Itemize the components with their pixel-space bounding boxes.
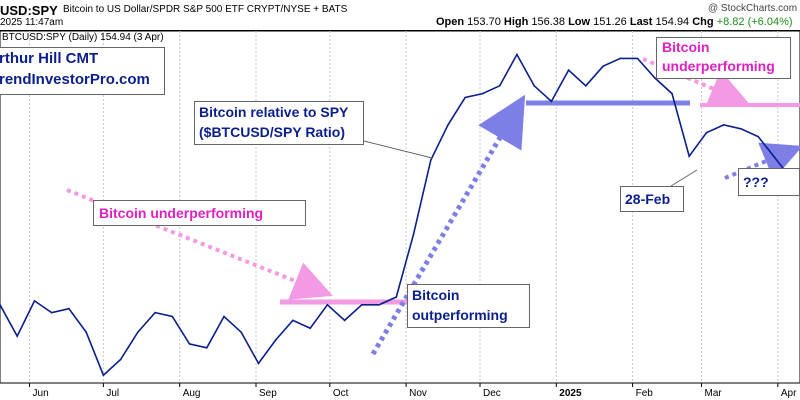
underperforming-left-label: Bitcoin underperforming [93, 200, 306, 226]
data-point [292, 319, 294, 322]
x-tick-label: Mar [705, 388, 723, 399]
data-point [102, 374, 105, 376]
ohlc-value: 151.26 [593, 16, 630, 28]
x-tick-label: Sep [259, 388, 277, 399]
question-callout: ??? [738, 168, 800, 196]
data-point [343, 319, 346, 322]
data-point [326, 303, 329, 306]
data-point [137, 331, 139, 333]
data-point [757, 135, 759, 138]
data-point [68, 307, 70, 310]
data-point [550, 100, 553, 103]
ohlc-value: +8.82 (+6.04%) [716, 16, 793, 28]
feb-callout-pointer [670, 169, 698, 187]
data-point [223, 315, 225, 318]
data-point [585, 84, 587, 87]
data-point [688, 155, 691, 157]
data-point [50, 311, 53, 314]
underperforming-right-label: Bitcoin underperforming [656, 37, 791, 79]
data-point [361, 303, 363, 306]
author-box: rthur Hill CMT rendInvestorPro.com [0, 47, 165, 95]
ratio-callout: Bitcoin relative to SPY ($BTCUSD/SPY Rat… [194, 101, 364, 145]
pink-arrow-left [66, 188, 333, 300]
ratio-callout-line2: ($BTCUSD/SPY Ratio) [199, 124, 345, 140]
ohlc-label: Low [568, 16, 594, 28]
ohlc-value: 154.94 [655, 16, 693, 28]
x-tick-label: Nov [409, 388, 427, 399]
outperforming-callout: Bitcoin outperforming [407, 284, 530, 328]
date-line: 2025 11:47am [0, 17, 64, 28]
feb-callout: 28-Feb [620, 186, 684, 212]
x-tick-label: Apr [781, 388, 797, 399]
data-point [602, 65, 604, 67]
x-tick-label: Jun [33, 388, 49, 399]
x-tick-label: Dec [483, 388, 501, 399]
data-point [240, 331, 243, 333]
data-point [481, 92, 484, 95]
data-point [0, 303, 1, 306]
ohlc-label: Chg [692, 16, 717, 28]
data-point [412, 233, 415, 236]
data-point [722, 124, 725, 126]
blue-arrow-right [724, 142, 800, 180]
chart-description: Bitcoin to US Dollar/SPDR S&P 500 ETF CR… [63, 4, 348, 15]
data-point [16, 335, 19, 337]
data-point [257, 362, 260, 365]
author-name: rthur Hill CMT [0, 50, 99, 67]
ratio-callout-line1: Bitcoin relative to SPY [199, 104, 349, 120]
data-point [533, 84, 535, 87]
price-line [0, 52, 784, 377]
data-point [636, 57, 639, 60]
data-point [464, 96, 467, 99]
data-point [516, 53, 518, 56]
data-point [171, 315, 174, 318]
data-point [154, 311, 156, 314]
ohlc-value: 156.38 [531, 16, 569, 28]
x-tick-label: 2025 [559, 388, 582, 399]
x-tick-label: Aug [183, 388, 201, 399]
data-point [395, 296, 398, 298]
outperforming-line2: outperforming [412, 307, 508, 323]
ohlc-label: High [503, 16, 532, 28]
outperforming-line1: Bitcoin [412, 287, 460, 303]
data-point [498, 84, 501, 87]
data-point [567, 69, 570, 71]
data-point [188, 343, 191, 345]
data-point [740, 127, 742, 130]
data-point [705, 131, 708, 134]
data-point [309, 327, 311, 330]
ohlc-label: Open [436, 16, 468, 28]
ohlc-label: Last [629, 16, 656, 28]
data-point [85, 331, 87, 333]
data-point [378, 303, 380, 306]
ohlc-strip: Open 153.70 High 156.38 Low 151.26 Last … [436, 16, 793, 28]
chart-symbol: USD:SPY [0, 3, 58, 18]
data-point [33, 300, 36, 302]
x-axis: Jun Jul Aug Sep Oct Nov Dec 2025 Feb Mar Apr [29, 383, 797, 399]
data-point [205, 347, 208, 349]
chart-header [0, 0, 800, 30]
data-point [119, 358, 122, 361]
watermark: @ StockCharts.com [708, 3, 798, 14]
data-point [671, 92, 673, 95]
underperforming-right-line2: underperforming [662, 58, 775, 74]
data-point [429, 159, 432, 161]
data-point [447, 124, 449, 126]
author-site: rendInvestorPro.com [0, 71, 150, 88]
underperforming-right-line1: Bitcoin [662, 39, 710, 55]
ratio-callout-pointer [359, 139, 433, 159]
x-tick-label: Oct [333, 388, 349, 399]
x-tick-label: Feb [636, 388, 654, 399]
data-point [619, 57, 622, 60]
data-point [274, 339, 277, 341]
x-tick-label: Jul [106, 388, 119, 399]
blue-arrow-up [370, 94, 526, 356]
ohlc-value: 153.70 [467, 16, 504, 28]
data-point [653, 77, 656, 79]
legend-line: BTCUSD:SPY (Daily) 154.94 (3 Apr) [2, 32, 164, 43]
